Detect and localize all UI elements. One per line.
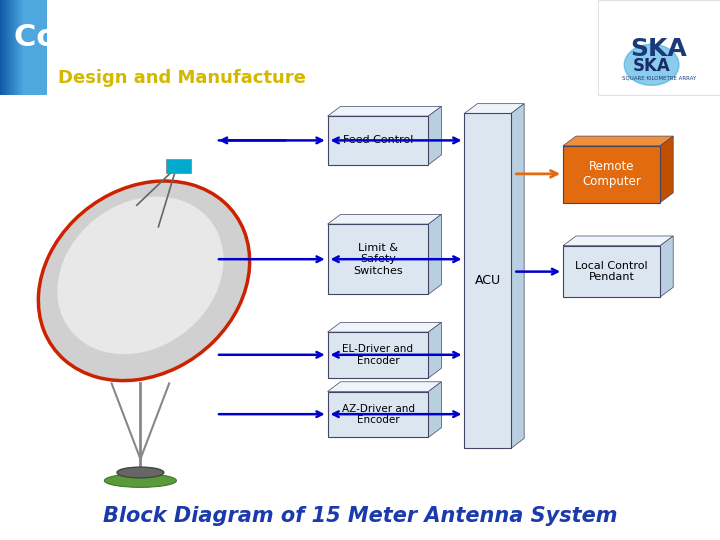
Polygon shape xyxy=(428,106,441,165)
Bar xyxy=(19,0,43,94)
FancyBboxPatch shape xyxy=(328,392,428,437)
Polygon shape xyxy=(660,236,673,297)
Bar xyxy=(22,0,46,94)
Bar xyxy=(7,0,31,94)
Bar xyxy=(1,0,24,94)
Text: Limit &
Safety
Switches: Limit & Safety Switches xyxy=(354,242,402,276)
Text: Feed Control: Feed Control xyxy=(343,136,413,145)
FancyBboxPatch shape xyxy=(328,332,428,378)
Bar xyxy=(6,0,30,94)
Polygon shape xyxy=(328,106,441,116)
Text: SQUARE KILOMETRE ARRAY: SQUARE KILOMETRE ARRAY xyxy=(621,76,696,81)
Text: Design and Manufacture: Design and Manufacture xyxy=(58,69,305,87)
Bar xyxy=(2,0,27,94)
Text: Block Diagram of 15 Meter Antenna System: Block Diagram of 15 Meter Antenna System xyxy=(103,505,617,526)
Text: SKA: SKA xyxy=(631,37,687,60)
Bar xyxy=(5,0,29,94)
Bar xyxy=(4,0,28,94)
Bar xyxy=(14,0,37,94)
Bar xyxy=(166,159,191,173)
Polygon shape xyxy=(464,104,524,113)
Bar xyxy=(16,0,40,94)
Bar xyxy=(15,0,39,94)
FancyBboxPatch shape xyxy=(328,116,428,165)
Polygon shape xyxy=(428,322,441,378)
Polygon shape xyxy=(328,214,441,224)
FancyBboxPatch shape xyxy=(464,113,511,448)
Bar xyxy=(12,0,36,94)
Ellipse shape xyxy=(104,474,176,487)
Ellipse shape xyxy=(38,181,250,381)
Text: Concept Design: Concept Design xyxy=(14,23,283,52)
Bar xyxy=(1,0,26,94)
FancyBboxPatch shape xyxy=(563,146,660,202)
Bar xyxy=(9,0,34,94)
Polygon shape xyxy=(328,382,441,392)
Polygon shape xyxy=(563,236,673,246)
Bar xyxy=(23,0,48,94)
Bar xyxy=(17,0,42,94)
Polygon shape xyxy=(511,104,524,448)
Polygon shape xyxy=(428,214,441,294)
Bar xyxy=(6,0,30,94)
FancyBboxPatch shape xyxy=(563,246,660,297)
Ellipse shape xyxy=(117,467,164,478)
Bar xyxy=(20,0,44,94)
Bar xyxy=(3,0,27,94)
Text: EL-Driver and
Encoder: EL-Driver and Encoder xyxy=(343,345,413,366)
Bar xyxy=(9,0,33,94)
Text: SKA: SKA xyxy=(633,57,670,75)
Bar xyxy=(598,0,720,94)
Bar xyxy=(12,0,35,94)
Bar xyxy=(22,0,45,94)
FancyBboxPatch shape xyxy=(328,224,428,294)
Polygon shape xyxy=(328,322,441,332)
Polygon shape xyxy=(660,136,673,202)
Text: Remote
Computer: Remote Computer xyxy=(582,160,641,188)
Bar xyxy=(0,94,720,540)
Text: ACU: ACU xyxy=(474,274,501,287)
Bar xyxy=(17,0,41,94)
Bar xyxy=(0,0,24,94)
Bar xyxy=(19,0,42,94)
Ellipse shape xyxy=(58,197,223,354)
Bar xyxy=(21,0,45,94)
Bar xyxy=(10,0,35,94)
Bar xyxy=(8,0,32,94)
Polygon shape xyxy=(563,136,673,146)
Text: Local Control
Pendant: Local Control Pendant xyxy=(575,261,648,282)
Polygon shape xyxy=(428,382,441,437)
Circle shape xyxy=(624,44,679,85)
Bar xyxy=(14,0,38,94)
Bar xyxy=(13,0,37,94)
Text: AZ-Driver and
Encoder: AZ-Driver and Encoder xyxy=(341,403,415,426)
